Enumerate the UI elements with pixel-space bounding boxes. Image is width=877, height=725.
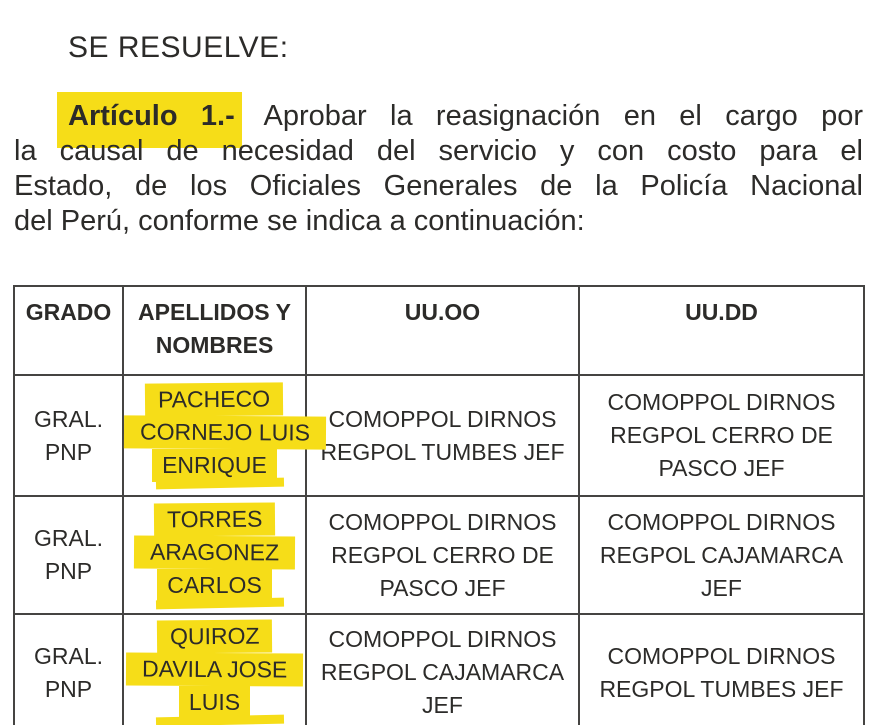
name-line: DAVILA JOSE xyxy=(124,652,305,687)
name-highlight: CORNEJO LUIS xyxy=(123,415,327,450)
column-header-apellidos: APELLIDOS Y NOMBRES xyxy=(122,285,307,376)
name-line: QUIROZ xyxy=(124,619,305,654)
highlight-tail xyxy=(155,477,284,490)
name-highlight: ENRIQUE xyxy=(152,449,277,482)
uu-oo-line: JEF xyxy=(422,692,463,718)
column-header-apellidos-line1: APELLIDOS Y xyxy=(138,299,291,325)
name-line: PACHECO xyxy=(124,382,305,417)
grade-line: PNP xyxy=(44,675,93,702)
uu-oo-line: COMOPPOL DIRNOS xyxy=(328,508,557,535)
uu-oo-line: REGPOL CERRO DE xyxy=(331,541,554,568)
uu-dd-line: REGPOL CAJAMARCA xyxy=(599,541,844,568)
uu-oo-line: REGPOL CAJAMARCA xyxy=(320,659,565,685)
name-highlight: PACHECO xyxy=(145,382,284,417)
grade-cell: GRAL. PNP xyxy=(13,374,124,497)
article-line-1-text: Aprobar la reasignación en el cargo por xyxy=(241,100,863,132)
article-line-3: Estado, de los Oficiales Generales de la… xyxy=(14,170,863,202)
uu-dd-cell: COMOPPOL DIRNOS REGPOL TUMBES JEF xyxy=(578,613,865,725)
table-header-row: GRADO APELLIDOS Y NOMBRES UU.OO UU.DD xyxy=(13,285,865,376)
name-highlight: QUIROZ xyxy=(156,619,273,654)
reassignment-table: GRADO APELLIDOS Y NOMBRES UU.OO UU.DD GR… xyxy=(13,285,865,725)
name-cell: QUIROZ DAVILA JOSE LUIS xyxy=(122,613,307,725)
uu-oo-cell: COMOPPOL DIRNOS REGPOL CERRO DE PASCO JE… xyxy=(305,495,580,615)
name-highlight: LUIS xyxy=(178,686,251,719)
grade-cell: GRAL. PNP xyxy=(13,495,124,615)
uu-oo-cell: COMOPPOL DIRNOS REGPOL CAJAMARCA JEF xyxy=(305,613,580,725)
uu-oo-cell: COMOPPOL DIRNOS REGPOL TUMBES JEF xyxy=(305,374,580,497)
grade-cell: GRAL. PNP xyxy=(13,613,124,725)
uu-oo-line: REGPOL TUMBES JEF xyxy=(320,438,565,465)
name-cell: PACHECO CORNEJO LUIS ENRIQUE xyxy=(122,374,327,497)
name-line: ARAGONEZ xyxy=(124,535,305,569)
uu-oo-line: PASCO JEF xyxy=(379,574,506,601)
table-row: GRAL. PNP QUIROZ DAVILA JOSE LUIS COMOPP… xyxy=(13,613,865,725)
column-header-uu-dd: UU.DD xyxy=(578,285,865,376)
table-row: GRAL. PNP TORRES ARAGONEZ CARLOS COMOPPO… xyxy=(13,495,865,615)
column-header-apellidos-line2: NOMBRES xyxy=(155,332,274,358)
article-line-4: del Perú, conforme se indica a continuac… xyxy=(14,205,585,237)
table-row: GRAL. PNP PACHECO CORNEJO LUIS ENRIQUE C… xyxy=(13,374,865,497)
uu-oo-line: COMOPPOL DIRNOS xyxy=(328,626,557,652)
uu-dd-line: JEF xyxy=(701,574,742,601)
column-header-uu-oo: UU.OO xyxy=(305,285,580,376)
uu-dd-line: COMOPPOL DIRNOS xyxy=(607,642,836,669)
uu-dd-line: COMOPPOL DIRNOS xyxy=(607,508,836,535)
column-header-grado: GRADO xyxy=(13,285,124,376)
uu-dd-line: REGPOL CERRO DE xyxy=(610,422,833,448)
article-lead-highlight: Artículo 1.- xyxy=(57,92,242,148)
name-line: LUIS xyxy=(124,686,305,719)
uu-dd-cell: COMOPPOL DIRNOS REGPOL CAJAMARCA JEF xyxy=(578,495,865,615)
uu-dd-cell: COMOPPOL DIRNOS REGPOL CERRO DE PASCO JE… xyxy=(578,374,865,497)
grade-line: GRAL. xyxy=(33,642,104,669)
grade-line: GRAL. xyxy=(33,405,104,432)
article-line-1: Artículo 1.- Aprobar la reasignación en … xyxy=(14,92,863,148)
name-highlight: ARAGONEZ xyxy=(133,535,296,569)
article-paragraph: Artículo 1.- Aprobar la reasignación en … xyxy=(14,92,863,239)
name-line: CARLOS xyxy=(124,568,305,602)
name-cell: TORRES ARAGONEZ CARLOS xyxy=(122,495,307,615)
uu-dd-line: COMOPPOL DIRNOS xyxy=(607,389,836,415)
name-line: ENRIQUE xyxy=(124,449,305,482)
name-highlight: CARLOS xyxy=(157,568,272,602)
uu-oo-line: COMOPPOL DIRNOS xyxy=(328,405,557,432)
name-line: TORRES xyxy=(124,501,305,537)
name-line: CORNEJO LUIS xyxy=(123,415,327,450)
name-highlight: TORRES xyxy=(153,501,276,537)
article-line-2: la causal de necesidad del servicio y co… xyxy=(14,135,863,167)
resolution-heading: SE RESUELVE: xyxy=(68,31,289,64)
grade-line: PNP xyxy=(44,558,93,584)
uu-dd-line: REGPOL TUMBES JEF xyxy=(599,675,844,702)
name-highlight: DAVILA JOSE xyxy=(125,652,304,687)
uu-dd-line: PASCO JEF xyxy=(658,455,785,481)
grade-line: PNP xyxy=(44,438,93,465)
highlight-tail xyxy=(155,714,284,725)
grade-line: GRAL. xyxy=(33,525,104,551)
